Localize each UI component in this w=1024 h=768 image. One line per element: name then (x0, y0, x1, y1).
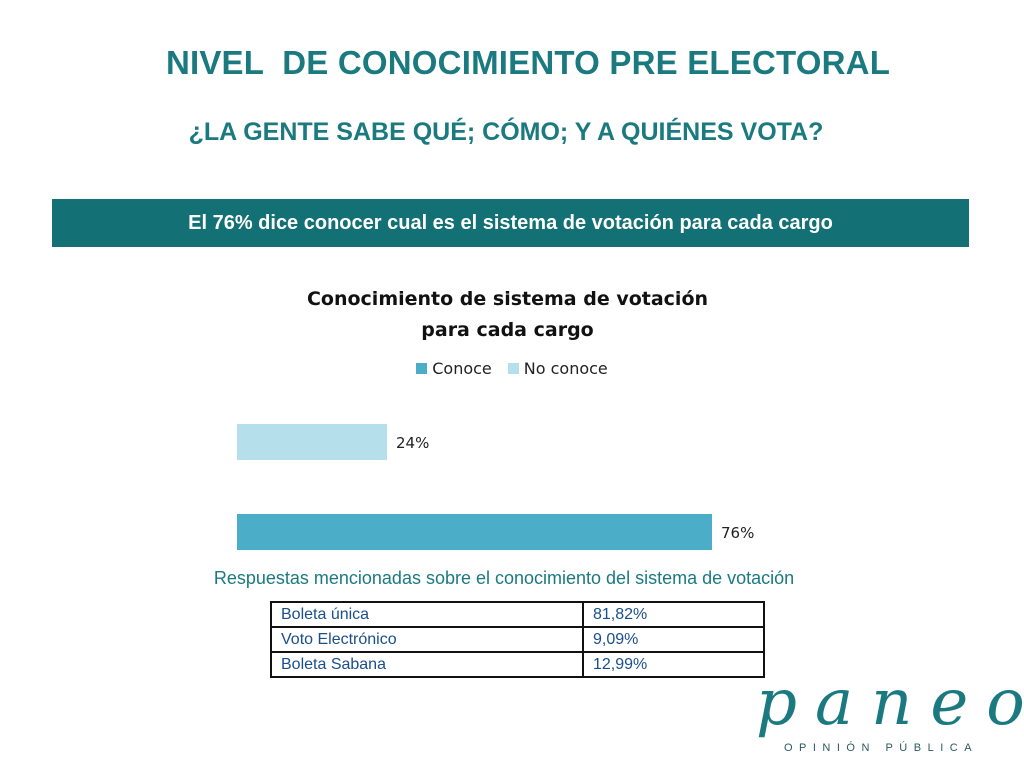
data-label-conoce: 76% (721, 524, 754, 542)
bar-conoce (237, 514, 712, 550)
chart-legend: Conoce No conoce (0, 359, 1024, 378)
brand-name: paneo (756, 666, 1024, 740)
legend-swatch-conoce (416, 363, 428, 374)
summary-banner: El 76% dice conocer cual es el sistema d… (52, 199, 969, 247)
table-row: Boleta única 81,82% (270, 601, 765, 628)
summary-banner-text: El 76% dice conocer cual es el sistema d… (188, 211, 833, 234)
table-cell-value: 12,99% (582, 651, 765, 678)
legend-item-conoce: Conoce (416, 359, 492, 378)
page-title: NIVEL DE CONOCIMIENTO PRE ELECTORAL (165, 44, 891, 81)
bar-no-conoce (237, 424, 387, 460)
chart-title: Conocimiento de sistema de votación para… (260, 284, 755, 346)
chart-title-line-1: Conocimiento de sistema de votación (306, 288, 709, 310)
page-subtitle: ¿LA GENTE SABE QUÉ; CÓMO; Y A QUIÉNES VO… (188, 118, 824, 146)
bar-chart: 24% 76% (237, 424, 754, 550)
paneo-logo: paneo OPINIÓN PÚBLICA (756, 666, 1024, 754)
table-row: Voto Electrónico 9,09% (270, 626, 765, 653)
table-cell-value: 81,82% (582, 601, 765, 628)
legend-swatch-no-conoce (507, 363, 519, 374)
legend-item-no-conoce: No conoce (507, 359, 608, 378)
brand-tagline: OPINIÓN PÚBLICA (783, 742, 979, 754)
table-cell-name: Boleta Sabana (270, 651, 584, 678)
data-label-no-conoce: 24% (396, 434, 429, 452)
table-row: Boleta Sabana 12,99% (270, 651, 765, 678)
table-cell-value: 9,09% (582, 626, 765, 653)
table-cell-name: Voto Electrónico (270, 626, 584, 653)
responses-table: Boleta única 81,82% Voto Electrónico 9,0… (270, 601, 765, 678)
chart-title-line-2: para cada cargo (421, 319, 594, 341)
responses-caption: Respuestas mencionadas sobre el conocimi… (213, 568, 795, 588)
table-cell-name: Boleta única (270, 601, 584, 628)
legend-label-conoce: Conoce (432, 359, 492, 378)
legend-label-no-conoce: No conoce (523, 359, 608, 378)
